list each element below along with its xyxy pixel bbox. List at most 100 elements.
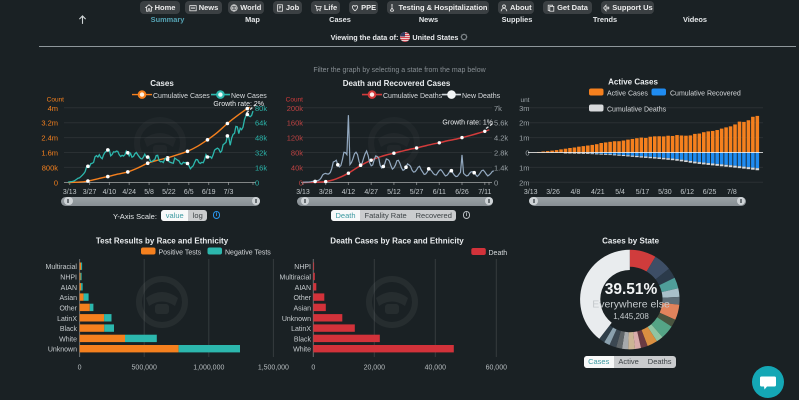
svg-text:AIAN: AIAN [61, 285, 77, 292]
svg-text:0: 0 [78, 365, 82, 372]
svg-text:Multiracial: Multiracial [45, 264, 77, 271]
svg-text:1,000,000: 1,000,000 [193, 365, 224, 372]
svg-text:0: 0 [525, 149, 529, 158]
svg-text:5/17: 5/17 [636, 189, 650, 196]
svg-text:Death: Death [489, 250, 508, 257]
svg-text:800k: 800k [42, 163, 59, 172]
svg-text:4m: 4m [48, 104, 58, 113]
svg-text:1,445,208: 1,445,208 [613, 312, 649, 321]
svg-text:Death and Recovered Cases: Death and Recovered Cases [343, 79, 451, 88]
svg-text:NHPI: NHPI [60, 275, 77, 282]
svg-text:60,000: 60,000 [486, 365, 508, 372]
svg-text:0: 0 [299, 178, 303, 187]
svg-text:Unknown: Unknown [48, 347, 77, 354]
svg-text:3/27: 3/27 [83, 189, 97, 196]
svg-text:3.2m: 3.2m [41, 119, 58, 128]
svg-text:LatinX: LatinX [291, 326, 311, 333]
svg-text:32k: 32k [255, 149, 267, 158]
svg-text:Asian: Asian [293, 305, 311, 312]
svg-text:Black: Black [294, 336, 312, 343]
svg-text:New Deaths: New Deaths [462, 93, 501, 100]
svg-text:7/11: 7/11 [478, 189, 491, 196]
svg-text:Other: Other [293, 295, 311, 302]
svg-text:6/19: 6/19 [202, 189, 216, 196]
svg-text:Count: Count [47, 97, 65, 104]
svg-text:4/27: 4/27 [364, 189, 378, 196]
svg-text:160k: 160k [287, 119, 304, 128]
svg-text:5/22: 5/22 [162, 189, 176, 196]
svg-text:0: 0 [494, 178, 498, 187]
svg-text:6/26: 6/26 [455, 189, 469, 196]
svg-text:200k: 200k [287, 104, 304, 113]
svg-text:5.6k: 5.6k [494, 119, 508, 128]
svg-text:6/25: 6/25 [703, 189, 717, 196]
svg-text:Cumulative Cases: Cumulative Cases [153, 93, 210, 100]
svg-text:Growth rate: 2%: Growth rate: 2% [213, 101, 264, 108]
svg-text:7/3: 7/3 [224, 189, 234, 196]
svg-text:2m: 2m [519, 178, 529, 187]
svg-text:16k: 16k [255, 163, 267, 172]
svg-text:Cumulative Recovered: Cumulative Recovered [670, 90, 741, 97]
svg-text:1m: 1m [519, 134, 529, 143]
svg-text:5/8: 5/8 [144, 189, 154, 196]
svg-text:80k: 80k [255, 104, 267, 113]
svg-text:Everywhere else: Everywhere else [592, 299, 670, 311]
svg-text:3/26: 3/26 [546, 189, 560, 196]
svg-text:6/12: 6/12 [680, 189, 694, 196]
svg-text:Multiracial: Multiracial [279, 275, 311, 282]
svg-text:500,000: 500,000 [132, 365, 157, 372]
svg-text:6/5: 6/5 [184, 189, 194, 196]
svg-text:80k: 80k [291, 149, 303, 158]
svg-text:3/13: 3/13 [63, 189, 77, 196]
svg-text:4/21: 4/21 [591, 189, 605, 196]
svg-text:Death Cases by Race and Ethnic: Death Cases by Race and Ethnicity [330, 237, 464, 246]
svg-text:NHPI: NHPI [294, 264, 311, 271]
svg-text:5/4: 5/4 [615, 189, 625, 196]
svg-text:3/13: 3/13 [524, 189, 538, 196]
svg-text:LatinX: LatinX [57, 316, 77, 323]
svg-text:Cumulative Deaths: Cumulative Deaths [607, 106, 667, 113]
svg-text:Cases: Cases [150, 79, 174, 88]
svg-text:Unknown: Unknown [282, 316, 311, 323]
svg-text:5/12: 5/12 [387, 189, 401, 196]
svg-text:3/28: 3/28 [319, 189, 333, 196]
svg-text:20,000: 20,000 [364, 365, 386, 372]
svg-text:AIAN: AIAN [295, 285, 311, 292]
svg-text:39.51%: 39.51% [605, 281, 658, 298]
svg-text:1m: 1m [519, 163, 529, 172]
svg-text:Negative Tests: Negative Tests [225, 250, 271, 257]
svg-text:1.4k: 1.4k [494, 163, 508, 172]
svg-text:New Cases: New Cases [231, 93, 267, 100]
svg-text:Other: Other [59, 305, 77, 312]
svg-text:40k: 40k [291, 163, 303, 172]
svg-text:7/8: 7/8 [727, 189, 737, 196]
svg-text:Active Cases: Active Cases [608, 78, 658, 87]
svg-text:0: 0 [54, 178, 58, 187]
svg-text:4/24: 4/24 [122, 189, 136, 196]
svg-text:1.6m: 1.6m [41, 149, 58, 158]
svg-text:Active Cases: Active Cases [607, 90, 648, 97]
svg-text:4/12: 4/12 [342, 189, 356, 196]
svg-text:48k: 48k [255, 134, 267, 143]
svg-text:2.8k: 2.8k [494, 149, 508, 158]
svg-text:Black: Black [60, 326, 78, 333]
svg-text:0: 0 [255, 178, 259, 187]
svg-text:6/11: 6/11 [433, 189, 446, 196]
svg-text:unt: unt [520, 97, 529, 104]
svg-text:40,000: 40,000 [425, 365, 447, 372]
svg-text:2m: 2m [519, 119, 529, 128]
svg-text:Asian: Asian [59, 295, 77, 302]
svg-text:White: White [59, 336, 77, 343]
svg-text:Positive Tests: Positive Tests [159, 250, 202, 257]
svg-text:4.2k: 4.2k [494, 134, 508, 143]
svg-text:7k: 7k [494, 104, 502, 113]
svg-text:0: 0 [311, 365, 315, 372]
svg-text:Test Results by Race and Ethni: Test Results by Race and Ethnicity [96, 237, 229, 246]
svg-text:4/8: 4/8 [571, 189, 581, 196]
svg-text:Cases by State: Cases by State [602, 237, 659, 246]
svg-text:5/27: 5/27 [410, 189, 424, 196]
svg-text:Cumulative Deaths: Cumulative Deaths [383, 93, 443, 100]
svg-text:2.4m: 2.4m [41, 134, 58, 143]
svg-text:1,500,000: 1,500,000 [258, 365, 289, 372]
svg-text:3m: 3m [519, 104, 529, 113]
